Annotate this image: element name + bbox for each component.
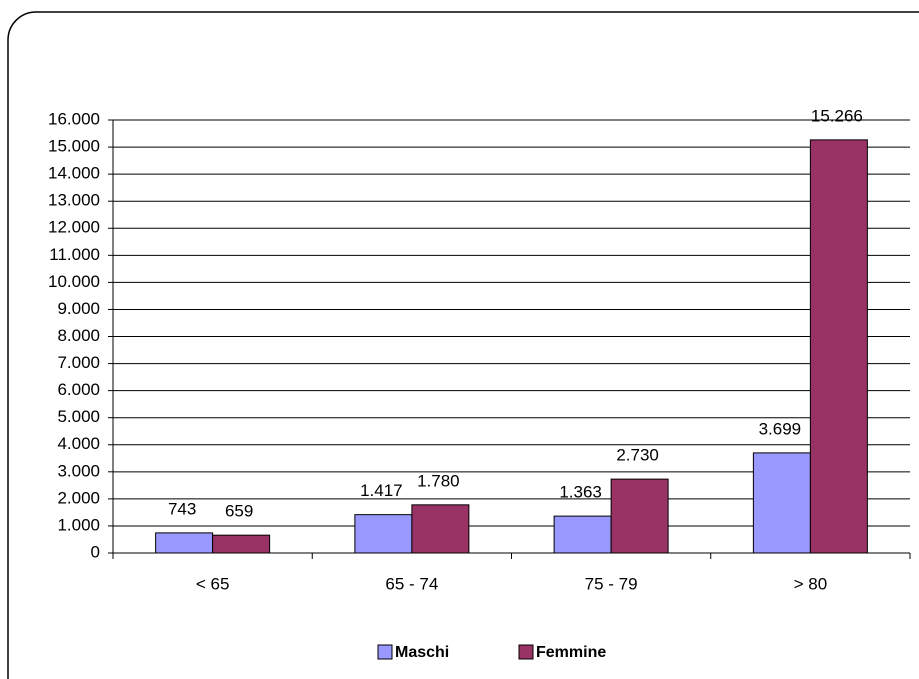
bar [411,504,470,554]
x-tick-label: < 65 [196,574,230,593]
bar [553,515,612,554]
y-tick-label: 9.000 [57,299,100,318]
y-tick-label: 15.000 [48,137,100,156]
y-tick-label: 16.000 [48,109,100,128]
value-label: 2.730 [616,446,659,465]
legend-swatch [518,644,534,660]
y-tick-label: 12.000 [48,218,100,237]
y-tick-label: 2.000 [57,488,100,507]
y-tick-label: 11.000 [49,245,100,264]
bar [752,452,811,554]
y-tick-label: 3.000 [57,461,100,480]
value-label: 3.699 [759,419,802,438]
legend-swatch [377,644,393,660]
value-label: 1.363 [559,483,602,502]
y-tick-label: 13.000 [48,191,100,210]
y-tick-label: 7.000 [57,353,100,372]
y-tick-label: 14.000 [48,164,100,183]
bar [155,532,214,554]
value-label: 659 [225,502,253,521]
y-tick-label: 0 [91,542,100,561]
bar [212,534,271,554]
x-tick-label: > 80 [794,574,828,593]
y-tick-label: 1.000 [57,515,100,534]
bar [354,514,413,554]
y-tick-label: 10.000 [48,272,100,291]
chart-frame [7,11,919,679]
value-label: 743 [168,499,196,518]
y-tick-label: 5.000 [57,407,100,426]
x-tick-label: 75 - 79 [585,574,638,593]
legend-label: Maschi [395,644,449,661]
value-label: 15.266 [811,106,863,125]
y-tick-label: 4.000 [57,434,100,453]
x-tick-label: 65 - 74 [385,574,438,593]
y-tick-label: 6.000 [57,380,100,399]
bar [809,139,868,554]
legend-label: Femmine [536,644,606,661]
value-label: 1.780 [417,471,460,490]
y-tick-label: 8.000 [57,326,100,345]
bar [610,478,669,554]
value-label: 1.417 [360,481,403,500]
